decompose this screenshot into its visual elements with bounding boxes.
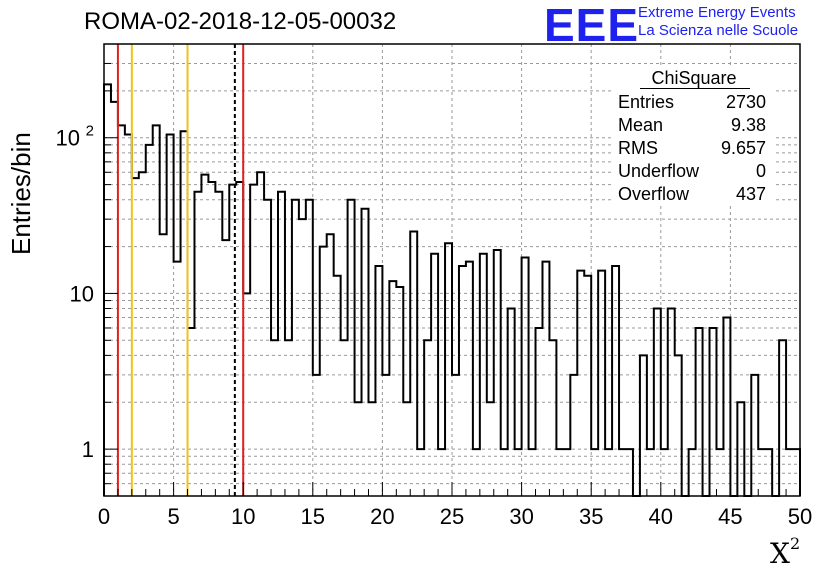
eee-logo: EEE bbox=[544, 0, 640, 51]
y-tick-label: 10 bbox=[56, 126, 80, 151]
axis-tick-labels: 0 5 10 15 20 25 30 35 40 45 50 1 10 10 2 bbox=[56, 123, 813, 529]
x-tick-label: 5 bbox=[167, 504, 179, 529]
stats-label: Overflow bbox=[618, 184, 690, 204]
reference-lines bbox=[116, 44, 245, 496]
histogram-series bbox=[103, 83, 801, 497]
stats-label: Mean bbox=[618, 115, 664, 135]
y-tick-label: 10 bbox=[70, 281, 94, 306]
x-axis-label-sup: 2 bbox=[789, 534, 801, 553]
x-tick-label: 25 bbox=[440, 504, 464, 529]
stats-value: 0 bbox=[755, 161, 766, 181]
stats-row-rms: RMS 9.657 bbox=[618, 138, 770, 160]
stats-row-entries: Entries 2730 bbox=[618, 92, 770, 114]
y-tick-label: 1 bbox=[82, 437, 94, 462]
histogram-outline bbox=[103, 83, 801, 497]
y-tick-label-exponent: 2 bbox=[86, 123, 94, 140]
stats-value: 437 bbox=[735, 184, 766, 204]
stats-label: Entries bbox=[618, 92, 675, 112]
stats-row-underflow: Underflow 0 bbox=[618, 161, 770, 183]
x-tick-label: 35 bbox=[579, 504, 603, 529]
chart-title: ROMA-02-2018-12-05-00032 bbox=[84, 8, 397, 35]
stats-title: ChiSquare bbox=[651, 68, 737, 88]
x-tick-label: 0 bbox=[98, 504, 110, 529]
stats-label: RMS bbox=[618, 138, 658, 158]
x-axis-label: X2 bbox=[770, 534, 800, 570]
stats-value: 2730 bbox=[725, 92, 766, 112]
x-tick-label: 50 bbox=[788, 504, 812, 529]
stats-label: Underflow bbox=[618, 161, 700, 181]
stats-row-overflow: Overflow 437 bbox=[618, 184, 770, 206]
x-tick-label: 30 bbox=[509, 504, 533, 529]
x-tick-label: 20 bbox=[370, 504, 394, 529]
stats-row-mean: Mean 9.38 bbox=[618, 115, 770, 137]
y-axis-label: Entries/bin bbox=[6, 132, 36, 255]
stats-title-underline bbox=[640, 88, 750, 89]
logo-line-2: La Scienza nelle Scuole bbox=[638, 22, 799, 39]
x-axis-label-main: X bbox=[770, 537, 790, 570]
x-tick-label: 45 bbox=[718, 504, 742, 529]
axis-ticks bbox=[103, 43, 801, 497]
stats-box: ChiSquare Entries 2730 Mean 9.38 RMS 9.6… bbox=[612, 66, 776, 204]
x-tick-label: 10 bbox=[231, 504, 255, 529]
stats-value: 9.657 bbox=[720, 138, 766, 158]
x-tick-label: 15 bbox=[301, 504, 325, 529]
stats-value: 9.38 bbox=[730, 115, 766, 135]
logo-line-1: Extreme Energy Events bbox=[638, 4, 796, 21]
stats-box-frame bbox=[612, 66, 776, 204]
x-tick-label: 40 bbox=[649, 504, 673, 529]
